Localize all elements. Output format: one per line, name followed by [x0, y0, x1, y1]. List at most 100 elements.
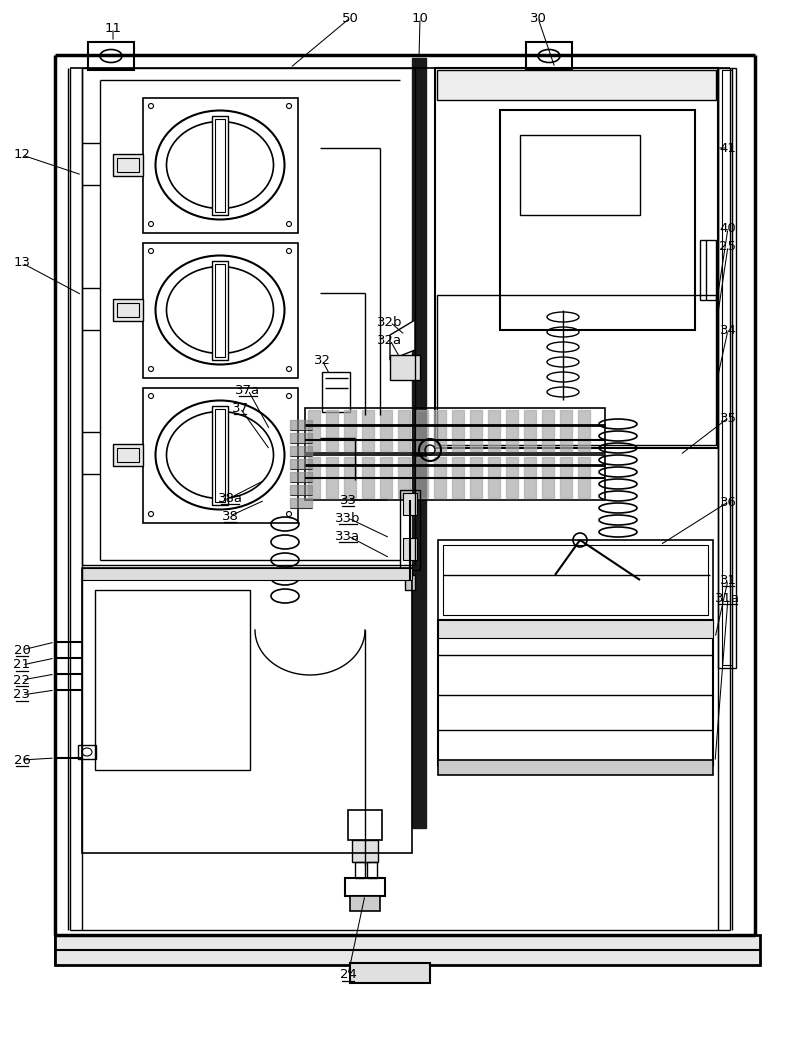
Bar	[350, 963, 430, 983]
Polygon shape	[488, 456, 500, 498]
Bar	[348, 810, 382, 840]
Text: 25: 25	[719, 240, 737, 252]
Polygon shape	[452, 456, 464, 498]
Bar	[215, 119, 225, 211]
Text: 37a: 37a	[235, 383, 261, 397]
Bar	[78, 745, 96, 759]
Polygon shape	[290, 459, 312, 469]
Polygon shape	[308, 410, 320, 451]
Text: 34: 34	[719, 324, 737, 336]
Polygon shape	[398, 410, 410, 451]
Bar	[367, 862, 377, 878]
Bar	[113, 444, 143, 466]
Polygon shape	[326, 456, 338, 498]
Bar	[322, 372, 350, 413]
Polygon shape	[416, 410, 428, 451]
Text: 32: 32	[314, 354, 330, 366]
Bar	[405, 575, 415, 591]
Bar	[438, 760, 713, 775]
Polygon shape	[290, 433, 312, 443]
Text: 35: 35	[719, 411, 737, 424]
Text: 20: 20	[14, 644, 30, 656]
Text: 40: 40	[720, 222, 736, 235]
Bar	[88, 42, 134, 70]
Polygon shape	[290, 485, 312, 495]
Bar	[55, 935, 760, 965]
Polygon shape	[524, 456, 536, 498]
Polygon shape	[470, 410, 482, 451]
Bar	[95, 591, 250, 770]
Text: 36: 36	[719, 495, 737, 509]
Bar	[82, 569, 412, 580]
Text: 38: 38	[222, 510, 238, 522]
Text: 33a: 33a	[335, 530, 361, 542]
Polygon shape	[560, 410, 572, 451]
Bar	[437, 70, 716, 101]
Bar	[143, 388, 298, 524]
Text: 24: 24	[339, 968, 357, 981]
Polygon shape	[326, 410, 338, 451]
Polygon shape	[470, 456, 482, 498]
Bar	[355, 862, 365, 878]
Polygon shape	[434, 410, 446, 451]
Bar	[117, 158, 139, 172]
Polygon shape	[542, 456, 554, 498]
Text: 21: 21	[14, 659, 30, 671]
Text: 37: 37	[231, 401, 249, 415]
Polygon shape	[578, 456, 590, 498]
Bar	[438, 620, 713, 638]
Text: 32a: 32a	[378, 334, 402, 347]
Bar	[215, 264, 225, 357]
Text: 33b: 33b	[335, 512, 361, 525]
Polygon shape	[290, 472, 312, 482]
Bar	[520, 135, 640, 215]
Text: 50: 50	[342, 12, 358, 24]
Polygon shape	[308, 456, 320, 498]
Bar	[412, 58, 426, 828]
Bar	[500, 110, 695, 330]
Bar	[390, 355, 420, 380]
Text: 30: 30	[530, 12, 546, 24]
Polygon shape	[362, 410, 374, 451]
Bar	[212, 261, 228, 360]
Polygon shape	[380, 410, 392, 451]
Bar	[305, 455, 605, 500]
Polygon shape	[488, 410, 500, 451]
Polygon shape	[290, 446, 312, 456]
Bar	[400, 490, 420, 570]
Polygon shape	[362, 456, 374, 498]
Polygon shape	[416, 456, 428, 498]
Polygon shape	[524, 410, 536, 451]
Bar	[212, 116, 228, 215]
Text: 31: 31	[719, 574, 737, 586]
Bar	[113, 154, 143, 176]
Polygon shape	[434, 456, 446, 498]
Polygon shape	[560, 456, 572, 498]
Text: 10: 10	[411, 12, 429, 24]
Text: 41: 41	[719, 141, 737, 155]
Bar	[350, 896, 380, 911]
Bar	[117, 448, 139, 462]
Polygon shape	[542, 410, 554, 451]
Bar	[215, 409, 225, 502]
Bar	[722, 70, 732, 665]
Bar	[718, 68, 736, 668]
Bar	[345, 878, 385, 896]
Polygon shape	[390, 320, 415, 360]
Text: 12: 12	[14, 149, 30, 161]
Text: 22: 22	[14, 673, 30, 687]
Bar	[305, 408, 605, 453]
Text: 13: 13	[14, 257, 30, 269]
Polygon shape	[290, 498, 312, 508]
Bar	[526, 42, 572, 70]
Polygon shape	[380, 456, 392, 498]
Bar	[700, 240, 716, 300]
Bar	[403, 493, 417, 515]
Bar	[443, 545, 708, 615]
Bar	[55, 935, 755, 963]
Bar	[143, 98, 298, 233]
Polygon shape	[290, 420, 312, 430]
Polygon shape	[452, 410, 464, 451]
Bar	[113, 299, 143, 321]
Bar	[82, 569, 412, 853]
